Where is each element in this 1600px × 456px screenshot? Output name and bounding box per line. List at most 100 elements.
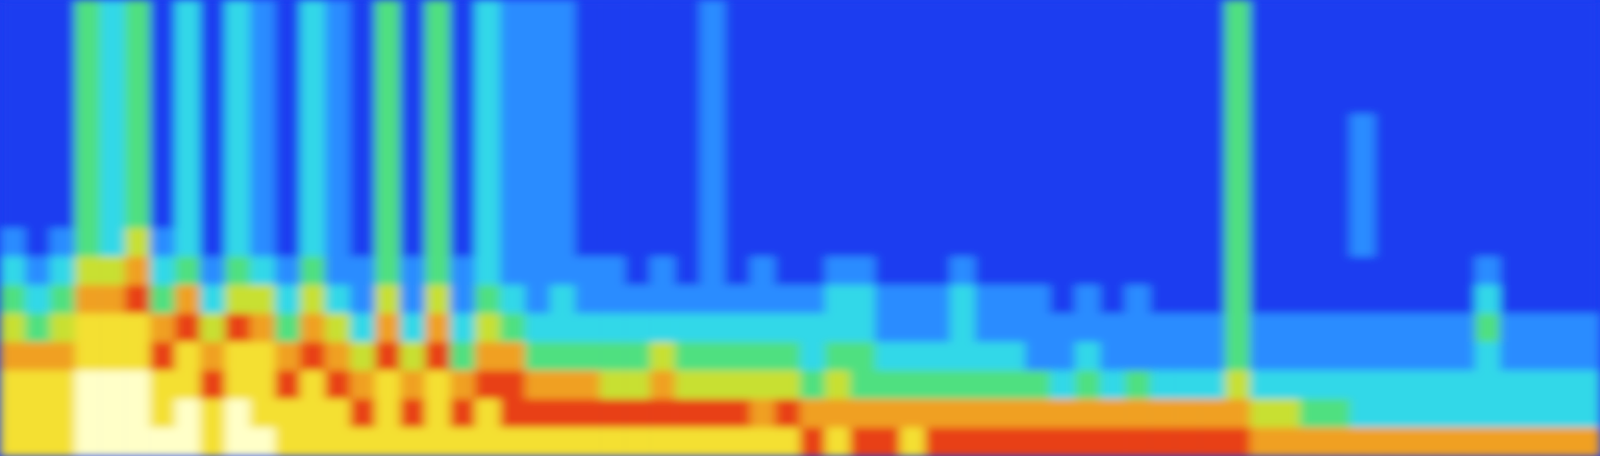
heatmap-cell [1174,256,1201,287]
heatmap-cell [900,342,927,372]
heatmap-cell [850,199,877,230]
heatmap-cell [1475,256,1502,287]
heatmap-cell [749,114,776,144]
heatmap-cell [1375,370,1402,401]
heatmap-cell [1025,171,1051,201]
heatmap-cell [1149,399,1176,429]
heatmap-cell [549,228,576,258]
heatmap-cell [875,0,902,30]
heatmap-cell [49,0,76,30]
heatmap-cell [925,57,952,87]
heatmap-cell [0,370,26,401]
heatmap-cell [1500,285,1527,315]
heatmap-cell [800,57,827,87]
heatmap-cell [124,228,151,258]
heatmap-cell [674,0,701,30]
heatmap-cell [975,142,1002,173]
heatmap-cell [1500,370,1527,401]
heatmap-cell [1475,342,1502,372]
heatmap-cell [224,370,251,401]
heatmap-cell [1149,342,1176,372]
heatmap-cell [1249,142,1276,173]
heatmap-cell [749,285,776,315]
heatmap-cell [24,285,51,315]
heatmap-cell [1425,313,1452,344]
heatmap-cell [1000,256,1026,287]
heatmap-cell [0,285,26,315]
heatmap-cell [800,256,827,287]
heatmap-cell [850,256,877,287]
heatmap-cell [1500,0,1527,30]
heatmap-cell [1199,114,1226,144]
heatmap-cell [800,28,827,58]
heatmap-cell [1500,142,1527,173]
heatmap-cell [950,427,977,456]
heatmap-cell [249,427,276,456]
heatmap-cell [1050,399,1076,429]
heatmap-cell [800,114,827,144]
heatmap-cell [1025,399,1051,429]
heatmap-cell [375,399,402,429]
heatmap-cell [1400,427,1427,456]
heatmap-cell [674,114,701,144]
heatmap-cell [925,370,952,401]
heatmap-cell [1375,399,1402,429]
heatmap-cell [49,85,76,115]
heatmap-cell [1450,342,1477,372]
heatmap-cell [1099,228,1126,258]
heatmap-cell [425,85,452,115]
heatmap-cell [325,199,352,230]
heatmap-cell [574,0,601,30]
heatmap-cell [1099,171,1126,201]
heatmap-cell [199,228,226,258]
heatmap-cell [1425,28,1452,58]
heatmap-cell [1400,114,1427,144]
heatmap-cell [199,57,226,87]
heatmap-cell [599,28,626,58]
heatmap-cell [1525,57,1551,87]
heatmap-cell [1224,342,1251,372]
heatmap-cell [825,85,852,115]
heatmap-cell [124,57,151,87]
heatmap-cell [249,228,276,258]
heatmap-cell [1174,28,1201,58]
heatmap-cell [350,57,377,87]
heatmap-cell [950,199,977,230]
heatmap-cell [224,0,251,30]
heatmap-cell [74,313,101,344]
heatmap-cell [1324,228,1351,258]
heatmap-cell [925,427,952,456]
heatmap-cell [1025,342,1051,372]
heatmap-cell [1299,0,1326,30]
heatmap-cell [74,142,101,173]
heatmap-cell [1400,399,1427,429]
heatmap-cell [1050,313,1076,344]
heatmap-cell [1249,114,1276,144]
heatmap-cell [1450,256,1477,287]
heatmap-cell [774,285,801,315]
heatmap-cell [224,427,251,456]
heatmap-cell [0,256,26,287]
heatmap-cell [574,313,601,344]
heatmap-cell [1400,285,1427,315]
heatmap-cell [1375,57,1402,87]
heatmap-cell [400,370,427,401]
heatmap-cell [1174,171,1201,201]
heatmap-cell [124,370,151,401]
heatmap-cell [49,370,76,401]
heatmap-cell [74,57,101,87]
heatmap-cell [1124,85,1151,115]
heatmap-cell [1299,342,1326,372]
heatmap-cell [275,427,302,456]
heatmap-cell [1174,370,1201,401]
heatmap-cell [749,399,776,429]
heatmap-cell [199,427,226,456]
heatmap-cell [574,342,601,372]
heatmap-cell [850,57,877,87]
heatmap-cell [825,114,852,144]
heatmap-cell [900,28,927,58]
heatmap-cell [74,28,101,58]
heatmap-cell [300,114,327,144]
heatmap-cell [350,370,377,401]
heatmap-cell [950,285,977,315]
